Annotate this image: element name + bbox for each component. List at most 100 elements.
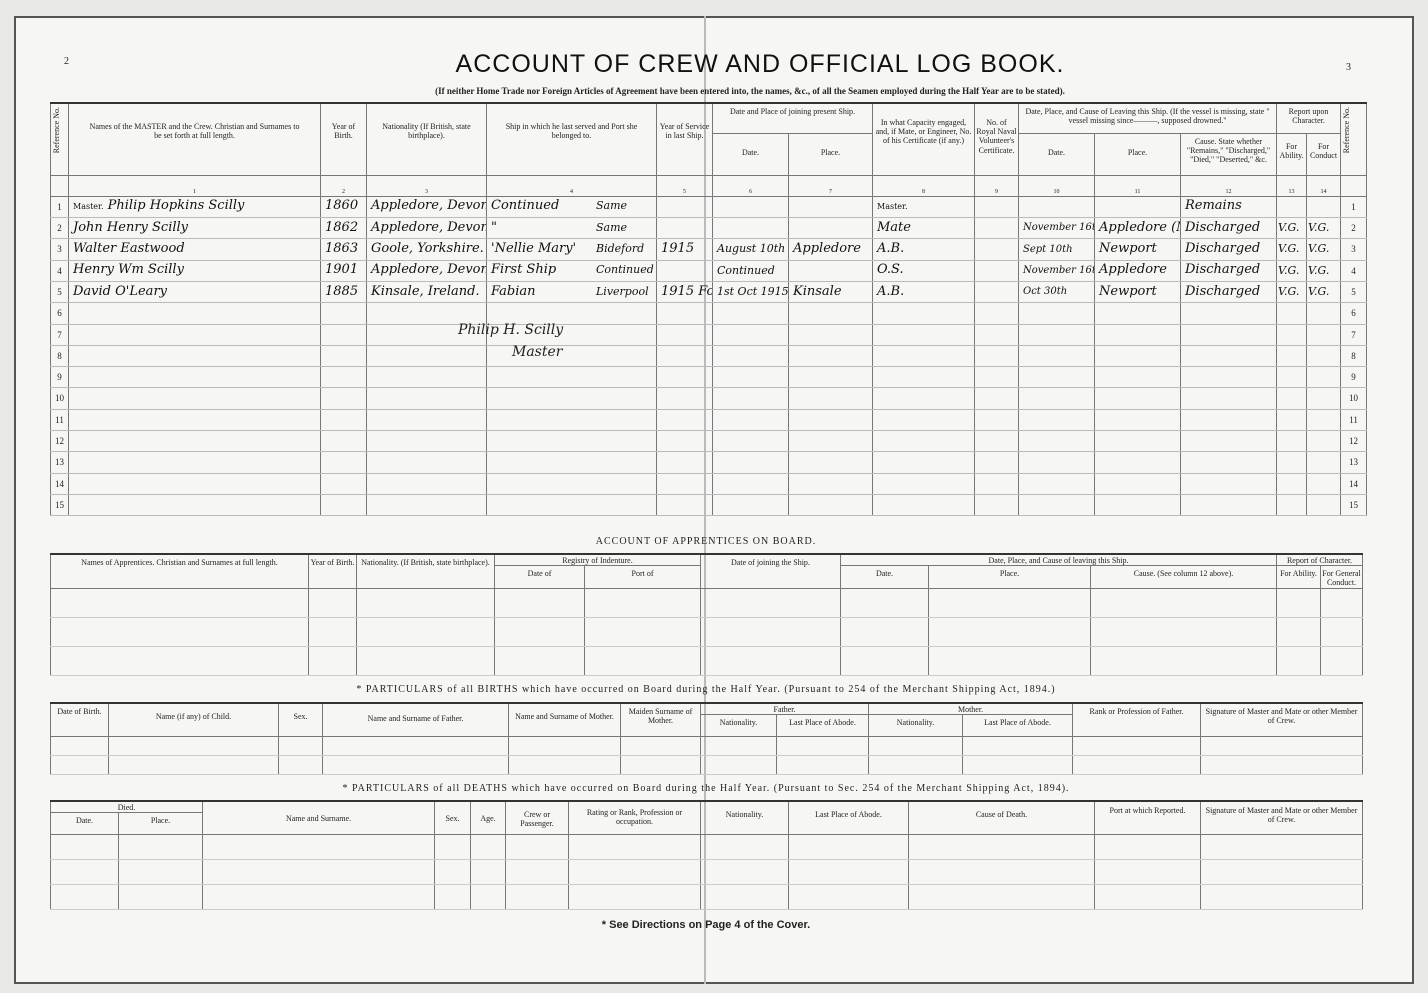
empty-cell	[320, 473, 367, 495]
empty-cell	[700, 755, 777, 776]
document-subtitle: (If neither Home Trade nor Foreign Artic…	[435, 86, 1065, 96]
empty-cell	[872, 451, 975, 474]
cause: Discharged	[1179, 217, 1278, 240]
empty-cell	[1276, 387, 1308, 410]
app-header-report: Report of Character.	[1276, 553, 1363, 567]
join-date	[712, 217, 789, 240]
empty-cell	[1018, 302, 1095, 325]
empty-cell	[202, 834, 435, 861]
births-table: Date of Birth. Name (if any) of Child. Sex…	[50, 702, 1364, 776]
reference-number: 15	[50, 494, 69, 517]
empty-cell	[308, 646, 357, 676]
header-capacity: In what Capacity engaged, and, if Mate, …	[872, 102, 975, 176]
empty-cell	[322, 736, 509, 757]
empty-cell	[1018, 430, 1095, 453]
empty-cell	[974, 430, 1019, 453]
empty-cell	[788, 451, 873, 474]
crew-row-empty: 14 14	[50, 473, 1368, 495]
empty-cell	[1200, 859, 1363, 886]
empty-cell	[486, 473, 657, 495]
empty-cell	[366, 409, 487, 432]
birth-header-mother: Name and Surname of Mother.	[508, 702, 621, 738]
empty-cell	[1179, 302, 1278, 325]
app-header-cause: Cause. (See column 12 above).	[1090, 565, 1277, 589]
empty-cell	[1179, 451, 1278, 474]
empty-cell	[505, 859, 569, 886]
leave-place	[1094, 196, 1181, 219]
empty-cell	[700, 884, 789, 911]
reference-number-right: 10	[1340, 387, 1368, 410]
empty-cell	[712, 494, 789, 517]
reference-number-right: 12	[1340, 430, 1368, 453]
empty-cell	[366, 473, 487, 495]
empty-cell	[1018, 324, 1095, 346]
join-place	[788, 196, 873, 219]
empty-cell	[486, 302, 657, 325]
empty-cell	[974, 366, 1019, 389]
ship-port: Same	[596, 220, 628, 234]
empty-cell	[486, 387, 657, 410]
reference-number: 2	[50, 217, 69, 240]
app-header-nationality: Nationality. (If British, state birthpla…	[356, 553, 495, 589]
birth-header-dob: Date of Birth.	[50, 702, 109, 738]
death-header-signature: Signature of Master and Mate or other Me…	[1200, 800, 1363, 836]
last-ship: 'Nellie Mary' Bideford	[486, 238, 657, 261]
ship-name: 'Nellie Mary'	[491, 241, 577, 257]
empty-cell	[1072, 736, 1202, 757]
death-header-port: Port at which Reported.	[1094, 800, 1201, 836]
empty-cell	[320, 451, 367, 474]
empty-cell	[700, 859, 789, 886]
empty-cell	[700, 646, 841, 676]
empty-cell	[470, 884, 506, 911]
header-nationality: Nationality (If British, state birthplac…	[366, 102, 487, 176]
ship-name: "	[491, 219, 497, 235]
empty-cell	[1094, 884, 1201, 911]
crew-name: Walter Eastwood	[68, 238, 321, 261]
empty-cell	[974, 387, 1019, 410]
empty-cell	[108, 755, 279, 776]
reference-number: 14	[50, 473, 69, 495]
reference-number: 13	[50, 451, 69, 474]
empty-cell	[1179, 473, 1278, 495]
empty-cell	[108, 736, 279, 757]
empty-cell	[1276, 302, 1308, 325]
leave-date: November 16th	[1018, 217, 1095, 240]
reference-number: 9	[50, 366, 69, 389]
column-number: 12	[1179, 175, 1278, 197]
empty-cell	[656, 409, 713, 432]
app-header-port-of: Port of	[584, 565, 701, 589]
master-signature: Philip H. Scilly	[458, 322, 564, 338]
empty-cell	[872, 345, 975, 368]
ship-port: Liverpool	[596, 284, 649, 298]
empty-cell	[656, 302, 713, 325]
column-number: 8	[872, 175, 975, 197]
empty-cell	[700, 588, 841, 618]
death-header-crew: Crew or Passenger.	[505, 800, 569, 836]
empty-cell	[50, 859, 119, 886]
empty-cell	[50, 588, 309, 618]
year-of-birth: 1863	[320, 238, 367, 261]
crew-name: Henry Wm Scilly	[68, 260, 321, 282]
empty-cell	[366, 451, 487, 474]
column-number-spacer	[1340, 175, 1368, 197]
empty-cell	[1276, 345, 1308, 368]
header-leave-date: Date.	[1018, 132, 1095, 176]
last-ship: Continued Same	[486, 196, 657, 219]
conduct: V.G.	[1306, 217, 1342, 240]
reference-number-right: 5	[1340, 281, 1368, 304]
empty-cell	[840, 646, 929, 676]
reference-number-right: 4	[1340, 260, 1368, 282]
empty-cell	[1276, 617, 1321, 647]
capacity: A.B.	[872, 281, 975, 304]
years-service: 1915 Foreign	[656, 281, 713, 304]
column-number: 2	[320, 175, 367, 197]
empty-cell	[68, 387, 321, 410]
crew-row: 5 David O'Leary 1885 Kinsale, Ireland. Fabia…	[50, 281, 1368, 304]
year-of-birth: 1885	[320, 281, 367, 304]
header-years: Year of Service in last Ship.	[656, 102, 713, 176]
app-header-registry: Registry of Indenture.	[494, 553, 701, 567]
reference-number: 6	[50, 302, 69, 325]
empty-cell	[494, 617, 585, 647]
join-date: August 10th	[712, 238, 789, 261]
header-ability: For Ability.	[1276, 132, 1308, 176]
